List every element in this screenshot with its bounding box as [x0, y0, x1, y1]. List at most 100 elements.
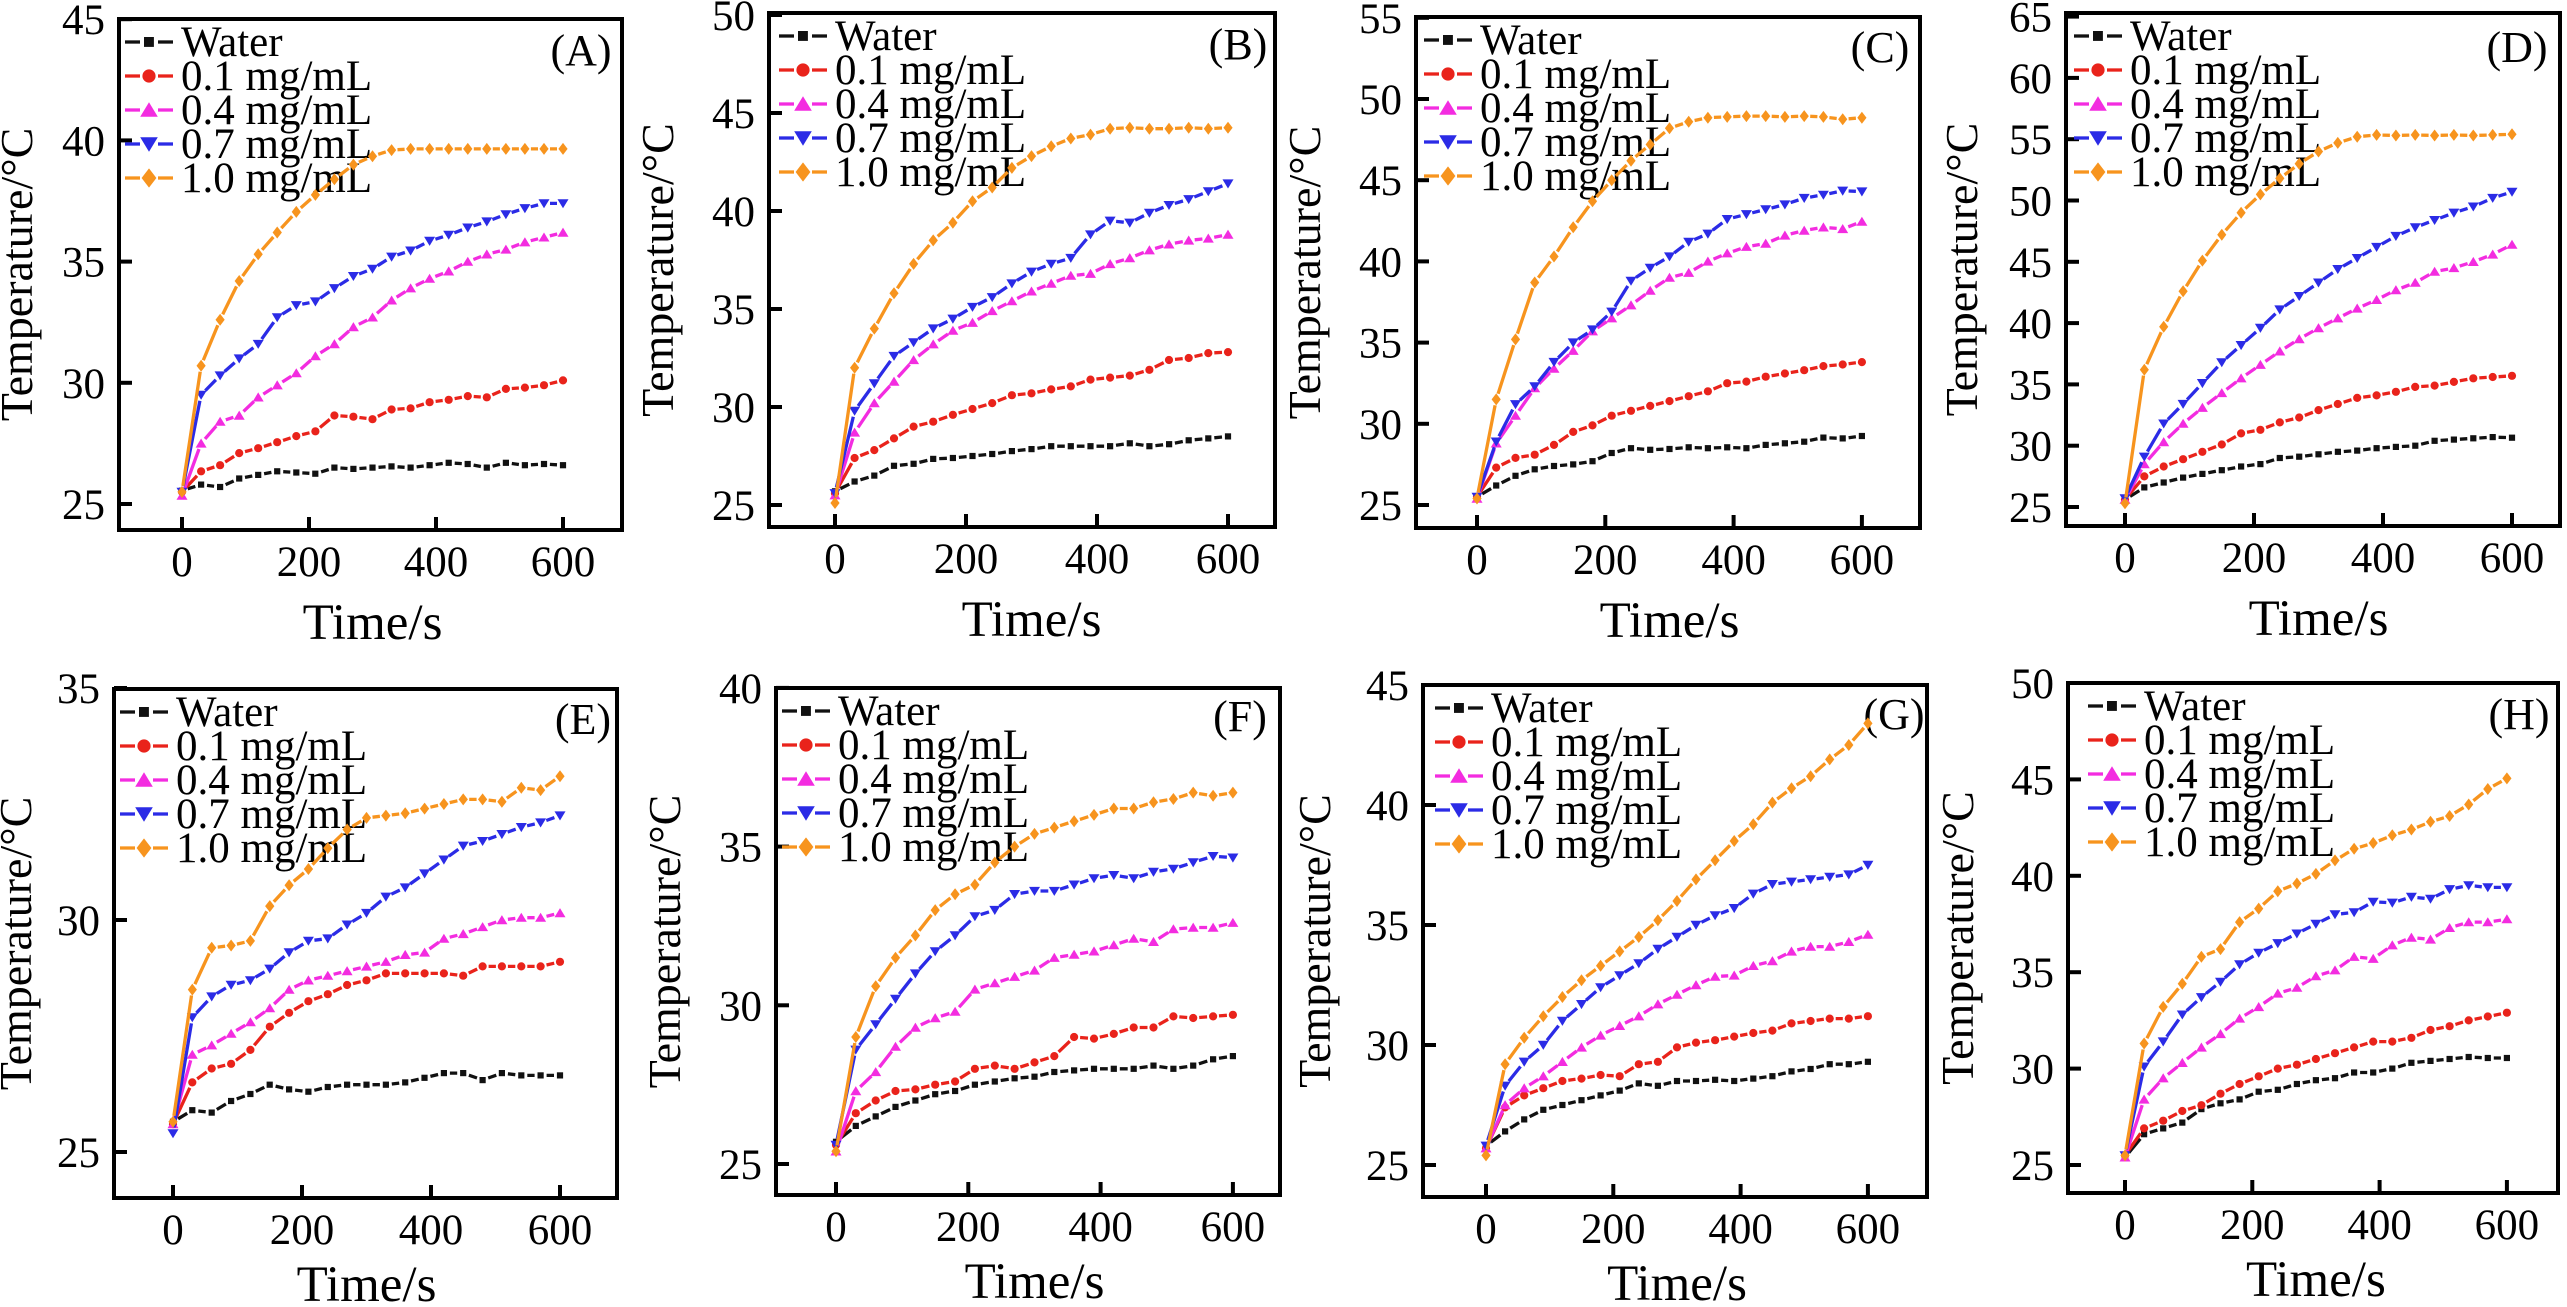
svg-text:40: 40	[1366, 783, 1409, 830]
svg-text:0.7 mg/mL: 0.7 mg/mL	[2144, 785, 2335, 832]
svg-text:(E): (E)	[555, 695, 611, 744]
svg-text:50: 50	[2009, 179, 2052, 226]
svg-text:Temperature/°C: Temperature/°C	[639, 795, 690, 1089]
svg-text:Time/s: Time/s	[965, 1254, 1105, 1307]
svg-text:0.7 mg/mL: 0.7 mg/mL	[176, 791, 367, 838]
svg-text:25: 25	[1359, 483, 1402, 530]
svg-text:0.4 mg/mL: 0.4 mg/mL	[835, 81, 1026, 128]
svg-text:0.4 mg/mL: 0.4 mg/mL	[838, 756, 1029, 803]
svg-text:25: 25	[712, 483, 755, 530]
svg-text:0.1 mg/mL: 0.1 mg/mL	[1480, 51, 1671, 98]
svg-text:0: 0	[1475, 1206, 1497, 1253]
svg-text:Temperature/°C: Temperature/°C	[632, 123, 683, 417]
svg-text:0: 0	[2114, 1202, 2136, 1249]
svg-text:35: 35	[1359, 321, 1402, 368]
svg-text:0.7 mg/mL: 0.7 mg/mL	[2130, 115, 2321, 162]
svg-text:600: 600	[2475, 1202, 2540, 1249]
svg-text:25: 25	[2009, 485, 2052, 532]
svg-text:0.1 mg/mL: 0.1 mg/mL	[176, 723, 367, 770]
svg-text:40: 40	[719, 666, 762, 713]
svg-text:400: 400	[399, 1207, 464, 1254]
svg-text:400: 400	[1065, 536, 1130, 583]
svg-text:40: 40	[2011, 854, 2054, 901]
svg-text:1.0 mg/mL: 1.0 mg/mL	[2144, 819, 2335, 866]
svg-text:Temperature/°C: Temperature/°C	[1289, 794, 1340, 1088]
svg-text:0.7 mg/mL: 0.7 mg/mL	[835, 115, 1026, 162]
svg-text:400: 400	[2351, 535, 2416, 582]
svg-text:0: 0	[162, 1207, 184, 1254]
svg-text:45: 45	[712, 91, 755, 138]
svg-text:65: 65	[2009, 0, 2052, 42]
svg-text:30: 30	[1359, 402, 1402, 449]
svg-text:50: 50	[712, 0, 755, 40]
svg-text:400: 400	[1701, 537, 1766, 584]
svg-text:200: 200	[270, 1207, 335, 1254]
svg-text:0.1 mg/mL: 0.1 mg/mL	[181, 53, 372, 100]
svg-text:600: 600	[528, 1207, 593, 1254]
svg-text:55: 55	[1359, 0, 1402, 43]
svg-text:35: 35	[57, 666, 100, 713]
svg-text:(C): (C)	[1851, 23, 1910, 72]
svg-text:Time/s: Time/s	[303, 595, 443, 651]
svg-text:400: 400	[1068, 1204, 1133, 1251]
svg-text:25: 25	[57, 1130, 100, 1177]
svg-text:30: 30	[62, 361, 105, 408]
svg-text:Temperature/°C: Temperature/°C	[0, 797, 41, 1091]
svg-text:35: 35	[712, 287, 755, 334]
svg-text:200: 200	[936, 1204, 1001, 1251]
svg-text:Temperature/°C: Temperature/°C	[0, 128, 42, 422]
svg-text:35: 35	[1366, 903, 1409, 950]
svg-text:30: 30	[2009, 424, 2052, 471]
svg-text:0: 0	[825, 1204, 847, 1251]
svg-text:Time/s: Time/s	[1607, 1256, 1747, 1307]
svg-text:Water: Water	[1480, 17, 1582, 64]
svg-text:200: 200	[934, 536, 999, 583]
svg-text:600: 600	[1836, 1206, 1901, 1253]
svg-text:1.0 mg/mL: 1.0 mg/mL	[1480, 153, 1671, 200]
svg-text:(F): (F)	[1213, 692, 1267, 741]
svg-text:0.1 mg/mL: 0.1 mg/mL	[835, 47, 1026, 94]
svg-text:1.0 mg/mL: 1.0 mg/mL	[2130, 149, 2321, 196]
svg-text:0: 0	[824, 536, 846, 583]
svg-text:600: 600	[1201, 1204, 1266, 1251]
svg-text:30: 30	[712, 385, 755, 432]
svg-text:Water: Water	[181, 19, 283, 66]
svg-text:25: 25	[1366, 1143, 1409, 1190]
svg-text:Water: Water	[1491, 685, 1593, 732]
svg-text:30: 30	[57, 898, 100, 945]
svg-text:0.4 mg/mL: 0.4 mg/mL	[181, 87, 372, 134]
svg-text:30: 30	[1366, 1023, 1409, 1070]
svg-text:Water: Water	[2144, 683, 2246, 730]
svg-text:0.1 mg/mL: 0.1 mg/mL	[838, 722, 1029, 769]
svg-text:0: 0	[171, 539, 193, 586]
svg-text:(G): (G)	[1863, 690, 1924, 739]
svg-text:45: 45	[1366, 663, 1409, 710]
svg-text:200: 200	[1581, 1206, 1646, 1253]
svg-text:45: 45	[62, 0, 105, 44]
svg-text:40: 40	[712, 189, 755, 236]
svg-text:0: 0	[2114, 535, 2136, 582]
svg-text:0.4 mg/mL: 0.4 mg/mL	[1491, 753, 1682, 800]
svg-text:200: 200	[1573, 537, 1638, 584]
svg-text:30: 30	[719, 983, 762, 1030]
svg-text:Water: Water	[176, 689, 278, 736]
svg-text:45: 45	[2011, 757, 2054, 804]
svg-text:45: 45	[2009, 240, 2052, 287]
svg-text:55: 55	[2009, 117, 2052, 164]
svg-text:0.4 mg/mL: 0.4 mg/mL	[176, 757, 367, 804]
svg-text:0.1 mg/mL: 0.1 mg/mL	[1491, 719, 1682, 766]
svg-text:0.7 mg/mL: 0.7 mg/mL	[838, 790, 1029, 837]
svg-text:1.0 mg/mL: 1.0 mg/mL	[838, 824, 1029, 871]
svg-text:0.4 mg/mL: 0.4 mg/mL	[2130, 81, 2321, 128]
svg-text:0.7 mg/mL: 0.7 mg/mL	[1491, 787, 1682, 834]
svg-text:0.7 mg/mL: 0.7 mg/mL	[181, 121, 372, 168]
svg-text:200: 200	[277, 539, 342, 586]
svg-text:1.0 mg/mL: 1.0 mg/mL	[835, 149, 1026, 196]
svg-text:30: 30	[2011, 1047, 2054, 1094]
svg-text:0.1 mg/mL: 0.1 mg/mL	[2130, 47, 2321, 94]
svg-text:50: 50	[1359, 77, 1402, 124]
svg-text:Time/s: Time/s	[962, 592, 1102, 648]
svg-text:400: 400	[1708, 1206, 1773, 1253]
svg-text:35: 35	[2009, 362, 2052, 409]
svg-text:(A): (A)	[550, 26, 611, 75]
